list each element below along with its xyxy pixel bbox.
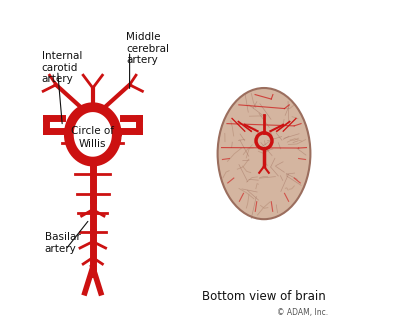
Text: Internal
carotid
artery: Internal carotid artery (42, 51, 82, 84)
Text: Circle of
Willis: Circle of Willis (71, 126, 114, 149)
Ellipse shape (218, 88, 310, 219)
Text: Bottom view of brain: Bottom view of brain (202, 290, 326, 302)
Text: Middle
cerebral
artery: Middle cerebral artery (126, 32, 170, 65)
Text: © ADAM, Inc.: © ADAM, Inc. (277, 308, 328, 316)
Text: Basilar
artery: Basilar artery (45, 232, 80, 254)
